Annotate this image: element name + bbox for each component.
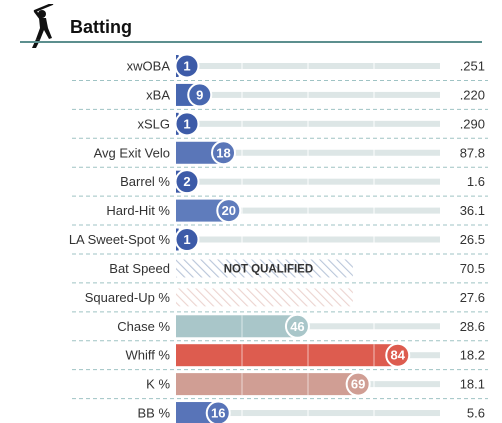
percentile-circle — [211, 140, 237, 166]
percentile-rank: 20 — [222, 203, 236, 218]
percentile-rank: 18 — [216, 145, 230, 160]
section-header: Batting — [0, 0, 502, 48]
percentile-bar — [176, 199, 229, 222]
metric-label: xwOBA — [127, 59, 171, 74]
percentile-rank: 1 — [183, 116, 190, 131]
percentile-rank: 16 — [211, 406, 225, 421]
metric-value: .220 — [460, 87, 485, 102]
metric-value: 1.6 — [467, 174, 485, 189]
percentile-rank: 2 — [183, 174, 190, 189]
percentile-circle — [385, 342, 411, 368]
metric-value: 27.6 — [460, 290, 485, 305]
percentile-bar — [176, 344, 398, 367]
metric-row: Whiff % 18.2 84 — [72, 342, 488, 371]
percentile-bar — [176, 373, 359, 396]
metric-value: 70.5 — [460, 261, 485, 276]
header-rule — [20, 41, 482, 43]
metric-value: 5.6 — [467, 406, 485, 421]
percentile-rank: 84 — [391, 348, 406, 363]
percentile-circle — [205, 400, 231, 423]
metric-row: Squared-Up % 27.6 — [72, 288, 488, 313]
percentile-circle — [174, 111, 200, 137]
percentile-circle — [187, 82, 213, 108]
metric-label: Squared-Up % — [85, 290, 171, 305]
metric-label: Barrel % — [120, 174, 170, 189]
percentile-rank: 69 — [351, 377, 365, 392]
section-title: Batting — [70, 17, 132, 37]
percentile-circle — [174, 53, 200, 79]
metric-value: 36.1 — [460, 203, 485, 218]
percentile-circle — [345, 371, 371, 397]
percentile-circle — [284, 313, 310, 339]
percentile-circle — [174, 227, 200, 253]
percentile-circle — [174, 169, 200, 195]
metric-row: xSLG .290 1 — [72, 111, 488, 139]
metric-value: 87.8 — [460, 145, 485, 160]
not-qualified-bar — [176, 288, 353, 307]
metric-row: Bat Speed 70.5 NOT QUALIFIED — [72, 259, 488, 284]
metric-label: xBA — [146, 87, 170, 102]
metric-label: Hard-Hit % — [106, 203, 170, 218]
metric-row: Chase % 28.6 46 — [72, 313, 488, 342]
metric-value: .251 — [460, 59, 485, 74]
metric-label: LA Sweet-Spot % — [69, 232, 171, 247]
metric-row: BB % 5.6 16 — [137, 400, 485, 423]
metric-row: Avg Exit Velo 87.8 18 — [72, 140, 488, 168]
percentile-rank: 1 — [183, 59, 190, 74]
metric-label: Avg Exit Velo — [94, 145, 170, 160]
metric-label: BB % — [137, 406, 170, 421]
not-qualified-bar — [176, 259, 353, 278]
metric-value: 26.5 — [460, 232, 485, 247]
not-qualified-label: NOT QUALIFIED — [224, 263, 313, 275]
percentile-bar — [176, 315, 298, 338]
percentile-bar — [176, 141, 224, 164]
metric-label: K % — [146, 377, 170, 392]
metric-row: Hard-Hit % 36.1 20 — [72, 198, 488, 226]
metric-row: xBA .220 9 — [72, 82, 488, 110]
metric-row: LA Sweet-Spot % 26.5 1 — [69, 227, 488, 255]
metric-row: K % 18.1 69 — [72, 371, 488, 400]
metric-row: xwOBA .251 1 — [72, 53, 488, 81]
percentile-rank: 1 — [183, 232, 190, 247]
percentile-circle — [216, 198, 242, 224]
metric-row: Barrel % 1.6 2 — [72, 169, 488, 197]
metric-value: 18.1 — [460, 377, 485, 392]
metric-value: 28.6 — [460, 319, 485, 334]
percentile-rank: 9 — [196, 87, 203, 102]
metric-label: Chase % — [117, 319, 170, 334]
metric-value: .290 — [460, 116, 485, 131]
metric-label: Whiff % — [125, 348, 170, 363]
metric-label: Bat Speed — [109, 261, 170, 276]
metric-value: 18.2 — [460, 348, 485, 363]
percentile-rank: 46 — [290, 319, 304, 334]
metric-label: xSLG — [137, 116, 170, 131]
